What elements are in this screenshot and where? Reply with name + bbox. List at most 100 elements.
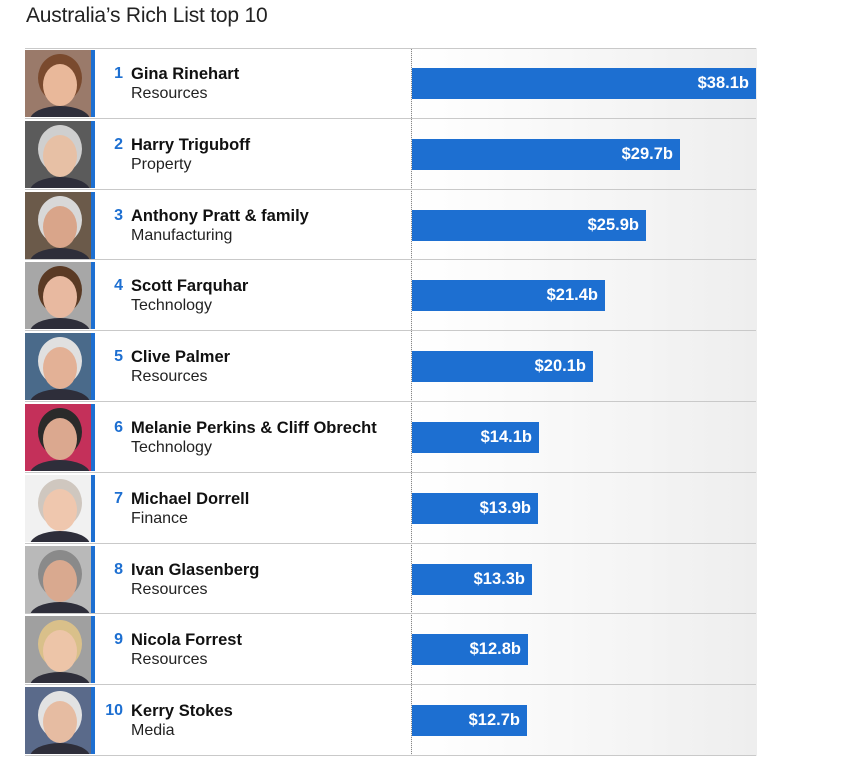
wealth-bar xyxy=(412,422,539,453)
table-row: 10 Kerry Stokes Media $12.7b xyxy=(25,685,756,756)
row-divider xyxy=(25,117,756,119)
wealth-data-label: $21.4b xyxy=(546,286,598,305)
person-name: Anthony Pratt & family xyxy=(131,206,309,225)
table-row: 8 Ivan Glasenberg Resources $13.3b xyxy=(25,544,756,615)
industry-label: Resources xyxy=(131,580,208,598)
table-row: 5 Clive Palmer Resources $20.1b xyxy=(25,331,756,402)
row-divider xyxy=(25,188,756,190)
row-divider xyxy=(25,613,756,615)
wealth-data-label: $13.3b xyxy=(473,569,525,588)
photo-accent-strip xyxy=(91,616,95,684)
person-name: Scott Farquhar xyxy=(131,277,249,296)
table-row: 2 Harry Triguboff Property $29.7b xyxy=(25,119,756,190)
photo-accent-strip xyxy=(91,545,95,613)
row-divider xyxy=(25,400,756,402)
wealth-bar xyxy=(412,492,538,524)
portrait-icon xyxy=(30,478,90,542)
wealth-bar xyxy=(412,563,532,595)
wealth-data-label: $14.1b xyxy=(480,428,532,446)
rank-number: 3 xyxy=(114,206,123,224)
portrait-icon xyxy=(30,549,90,613)
row-divider xyxy=(25,542,756,544)
portrait-photo xyxy=(25,474,95,542)
industry-label: Technology xyxy=(131,297,212,315)
rank-number: 2 xyxy=(114,135,123,153)
row-divider xyxy=(25,48,756,49)
person-name: Nicola Forrest xyxy=(131,631,242,650)
row-divider xyxy=(25,471,756,473)
industry-label: Technology xyxy=(131,439,212,456)
wealth-bar xyxy=(412,138,680,170)
wealth-data-label: $25.9b xyxy=(587,215,639,234)
person-name: Harry Triguboff xyxy=(131,135,251,154)
portrait-photo xyxy=(25,262,95,330)
portrait-icon xyxy=(30,266,90,330)
industry-label: Finance xyxy=(131,509,188,527)
portrait-photo xyxy=(25,50,95,117)
wealth-data-label: $20.1b xyxy=(534,357,586,376)
portrait-photo xyxy=(25,404,95,471)
photo-accent-strip xyxy=(91,474,95,542)
wealth-data-label: $12.8b xyxy=(469,640,521,659)
rank-number: 10 xyxy=(105,702,123,720)
person-name: Kerry Stokes xyxy=(131,702,233,721)
photo-accent-strip xyxy=(91,687,95,755)
wealth-data-label: $13.9b xyxy=(479,498,531,517)
row-divider xyxy=(25,330,756,332)
portrait-icon xyxy=(30,337,90,401)
portrait-icon xyxy=(30,195,90,259)
rank-number: 9 xyxy=(114,631,123,649)
industry-label: Manufacturing xyxy=(131,226,233,244)
person-name: Melanie Perkins & Cliff Obrecht xyxy=(131,419,377,437)
photo-accent-strip xyxy=(91,120,95,188)
rich-list-chart: 1 Gina Rinehart Resources $38.1b 2 Harry Trig… xyxy=(25,48,757,760)
row-divider xyxy=(25,259,756,261)
portrait-photo xyxy=(25,120,95,188)
table-row: 6 Melanie Perkins & Cliff Obrecht Technolo… xyxy=(25,402,756,473)
photo-accent-strip xyxy=(91,191,95,259)
portrait-photo xyxy=(25,687,95,755)
industry-label: Property xyxy=(131,155,192,173)
person-name: Clive Palmer xyxy=(131,348,231,367)
portrait-icon xyxy=(30,691,90,755)
industry-label: Resources xyxy=(131,85,208,102)
wealth-data-label: $38.1b xyxy=(697,74,749,92)
wealth-bar xyxy=(412,209,646,241)
portrait-photo xyxy=(25,333,95,401)
wealth-bar xyxy=(412,705,527,737)
portrait-icon xyxy=(30,620,90,684)
portrait-photo xyxy=(25,616,95,684)
industry-label: Resources xyxy=(131,651,208,669)
wealth-bar xyxy=(412,351,593,383)
table-row: 9 Nicola Forrest Resources $12.8b xyxy=(25,614,756,686)
row-divider xyxy=(25,754,756,756)
photo-accent-strip xyxy=(91,50,95,117)
portrait-icon xyxy=(30,408,90,471)
table-row: 4 Scott Farquhar Technology $21.4b xyxy=(25,260,756,332)
portrait-icon xyxy=(30,54,90,117)
rank-number: 8 xyxy=(114,560,123,578)
wealth-data-label: $12.7b xyxy=(468,711,520,730)
wealth-bar xyxy=(412,280,605,312)
table-row: 1 Gina Rinehart Resources $38.1b xyxy=(25,48,756,119)
person-name: Gina Rinehart xyxy=(131,65,240,83)
wealth-data-label: $29.7b xyxy=(621,144,673,163)
wealth-bar xyxy=(412,68,756,99)
person-name: Michael Dorrell xyxy=(131,489,250,508)
wealth-bar xyxy=(412,634,528,666)
table-row: 3 Anthony Pratt & family Manufacturing $25.… xyxy=(25,190,756,261)
photo-accent-strip xyxy=(91,404,95,471)
table-row: 7 Michael Dorrell Finance $13.9b xyxy=(25,473,756,544)
rank-number: 4 xyxy=(114,277,123,295)
portrait-photo xyxy=(25,191,95,259)
rank-number: 7 xyxy=(114,489,123,507)
industry-label: Media xyxy=(131,722,175,740)
industry-label: Resources xyxy=(131,368,208,386)
row-divider xyxy=(25,684,756,686)
rank-number: 1 xyxy=(114,65,123,82)
chart-title: Australia’s Rich List top 10 xyxy=(26,4,268,27)
person-name: Ivan Glasenberg xyxy=(131,560,260,579)
photo-accent-strip xyxy=(91,333,95,401)
portrait-icon xyxy=(30,124,90,188)
rank-number: 5 xyxy=(114,348,123,366)
